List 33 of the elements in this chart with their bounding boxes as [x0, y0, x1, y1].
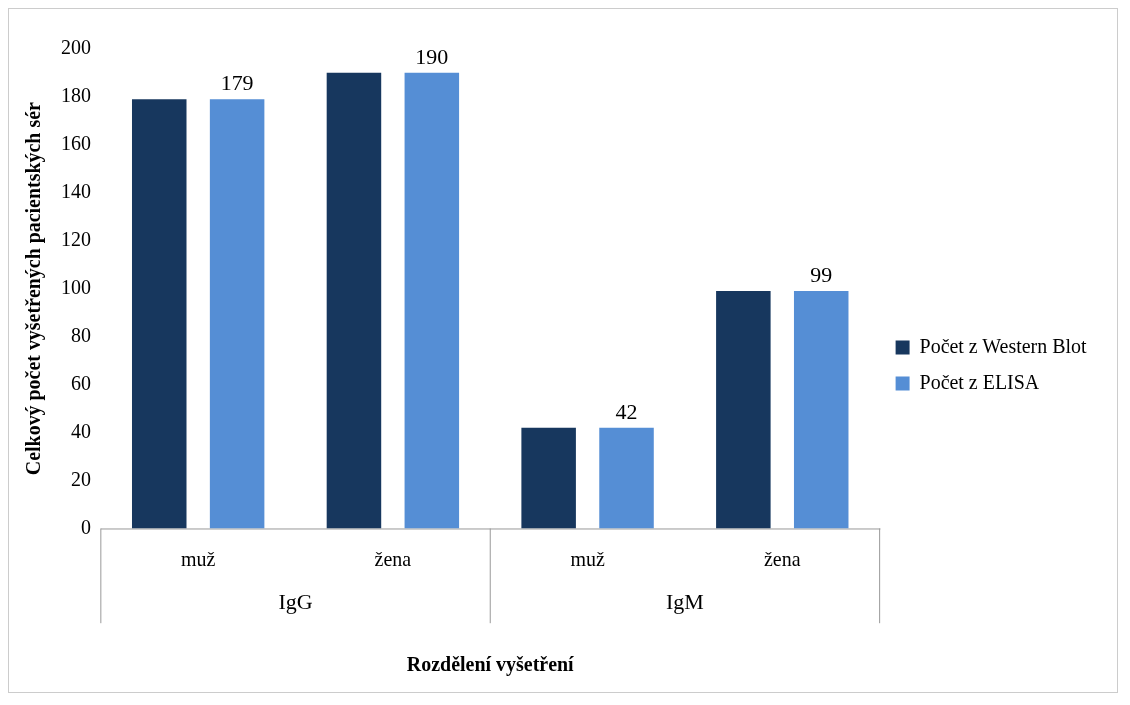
bar [716, 291, 771, 529]
x-axis-title: Rozdělení vyšetření [406, 653, 575, 677]
y-tick-label: 100 [60, 275, 91, 298]
x-tick-label: muž [570, 547, 605, 570]
text: IgG [278, 589, 313, 615]
y-tick-label: 200 [60, 36, 91, 59]
data-label: 99 [810, 261, 833, 287]
data-label: 42 [615, 398, 638, 424]
data-label: 190 [415, 43, 449, 69]
bar [131, 99, 187, 529]
y-tick-label: 0 [80, 515, 91, 538]
bar [521, 427, 576, 529]
y-tick-label: 20 [70, 467, 91, 490]
x-tick-label: muž [181, 547, 216, 570]
legend-label: Počet z Western Blot [919, 334, 1088, 357]
y-tick-label: 180 [60, 84, 91, 107]
y-tick-label: 120 [60, 227, 91, 250]
bar [599, 427, 654, 529]
bar [326, 72, 382, 529]
y-tick-label: 40 [70, 419, 91, 442]
y-axis-title: Celkový počet vyšetřených pacientských sér [22, 102, 46, 476]
y-tick-label: 140 [60, 180, 91, 202]
y-tick-label: 60 [70, 371, 91, 394]
y-tick-label: 160 [60, 132, 91, 155]
data-label: 179 [220, 70, 254, 96]
bar [404, 72, 460, 529]
bar [209, 99, 265, 529]
legend-label: Počet z ELISA [919, 370, 1040, 393]
x-tick-label: žena [374, 547, 412, 570]
bar [793, 291, 849, 529]
y-tick-label: 80 [70, 323, 91, 346]
x-tick-label: žena [764, 547, 801, 570]
text: IgM [666, 589, 704, 615]
